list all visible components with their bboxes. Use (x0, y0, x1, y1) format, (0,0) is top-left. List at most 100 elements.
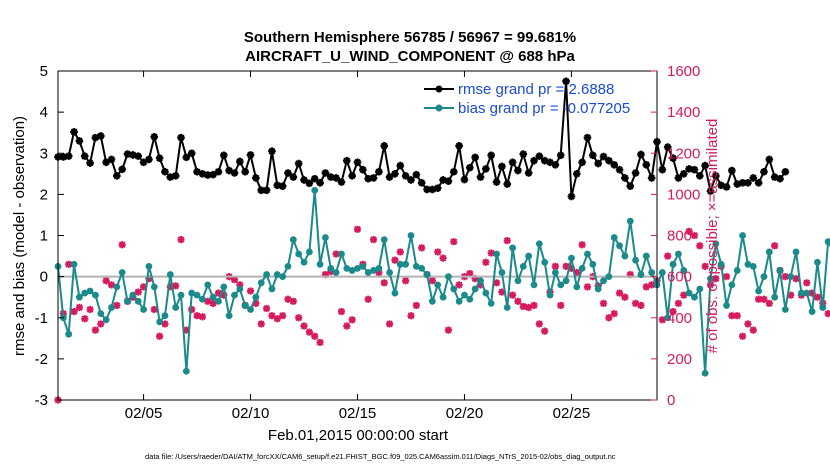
legend: rmse grand pr = 2.6888 bias grand pr = -… (424, 81, 630, 117)
obs-count-point (86, 305, 94, 314)
rmse-point (535, 152, 544, 160)
obs-count-point (642, 283, 650, 291)
rmse-point (701, 161, 709, 170)
bias-point (803, 289, 811, 297)
right-y-tick-label: 600 (667, 269, 692, 286)
bias-point (199, 295, 206, 303)
bias-point (418, 265, 426, 272)
rmse-point (712, 172, 720, 180)
bias-point (423, 271, 431, 278)
rmse-point (300, 176, 308, 184)
bias-point (359, 262, 367, 270)
rmse-point (182, 153, 191, 162)
rmse-point (203, 171, 212, 179)
rmse-point (476, 173, 485, 181)
obs-count-point (690, 231, 699, 240)
obs-count-point (279, 312, 287, 320)
bias-point (755, 287, 763, 295)
rmse-point (695, 172, 704, 180)
bias-point (696, 285, 704, 293)
rmse-point (744, 179, 752, 187)
bias-point (600, 277, 607, 285)
obs-count-point (722, 273, 731, 281)
bias-point (760, 273, 768, 281)
rmse-point (337, 178, 346, 186)
bias-point (573, 283, 581, 291)
obs-count-point (674, 299, 682, 307)
obs-count-point (391, 256, 399, 264)
obs-count-point (514, 297, 522, 305)
rmse-point (658, 165, 667, 174)
obs-count-point (498, 288, 506, 296)
obs-count-point (658, 316, 666, 324)
obs-count-point (648, 281, 656, 289)
rmse-point (326, 173, 335, 181)
bias-point (551, 269, 559, 276)
rmse-point (433, 184, 442, 193)
obs-count-point (273, 315, 281, 323)
rmse-point (589, 151, 597, 160)
rmse-point (599, 152, 608, 161)
rmse-point (310, 174, 319, 183)
bias-point (776, 267, 784, 274)
rmse-point (219, 151, 228, 160)
obs-count-point (113, 301, 121, 310)
bias-point (129, 291, 137, 299)
bias-point (685, 289, 693, 297)
rmse-point (631, 169, 640, 177)
bias-point (300, 258, 308, 266)
rmse-point (401, 172, 410, 180)
bias-point (509, 244, 516, 252)
rmse-point (257, 186, 266, 195)
bias-point (188, 289, 196, 297)
rmse-point (177, 133, 185, 142)
bias-point (327, 265, 335, 272)
bias-point (701, 369, 709, 377)
rmse-point (278, 182, 287, 190)
rmse-point (214, 167, 223, 176)
rmse-point (150, 133, 159, 141)
obs-count-point (824, 310, 830, 318)
obs-count-point (385, 320, 394, 328)
rmse-point (118, 165, 126, 174)
chart-title-line2: AIRCRAFT_U_WIND_COMPONENT @ 688 hPa (245, 48, 575, 65)
obs-count-point (97, 320, 105, 328)
bias-point (546, 291, 554, 299)
obs-count-point (471, 275, 479, 283)
rmse-point (321, 169, 330, 177)
rmse-point (690, 165, 699, 174)
obs-count-point (680, 291, 688, 299)
bias-point (781, 306, 789, 313)
obs-count-point (760, 295, 768, 303)
bias-point (530, 281, 538, 289)
obs-count-point (610, 310, 618, 318)
rmse-point (171, 172, 180, 180)
rmse-point (647, 174, 656, 182)
left-y-tick-label: -3 (35, 392, 48, 409)
bias-point (621, 252, 629, 260)
bias-point (445, 273, 452, 281)
obs-count-point (615, 289, 624, 297)
rmse-point (637, 150, 645, 159)
rmse-point (75, 137, 84, 145)
bias-point (503, 304, 511, 311)
bias-point (450, 285, 458, 293)
right-y-tick-label: 1600 (667, 63, 700, 80)
obs-count-point (295, 314, 303, 322)
rmse-series (54, 77, 790, 201)
obs-count-point (562, 262, 570, 270)
obs-count-point (369, 236, 378, 244)
rmse-point (86, 159, 94, 167)
obs-count-point (75, 303, 83, 312)
obs-count-point (781, 273, 789, 281)
obs-count-point (262, 304, 271, 313)
bias-point (808, 308, 816, 315)
rmse-point (284, 169, 292, 177)
left-y-tick-label: 5 (40, 63, 48, 80)
rmse-point (375, 167, 383, 176)
rmse-point (524, 169, 533, 177)
bias-point (707, 275, 714, 283)
rmse-point (423, 185, 431, 194)
obs-count-point (402, 277, 410, 285)
obs-count-point (530, 301, 538, 310)
